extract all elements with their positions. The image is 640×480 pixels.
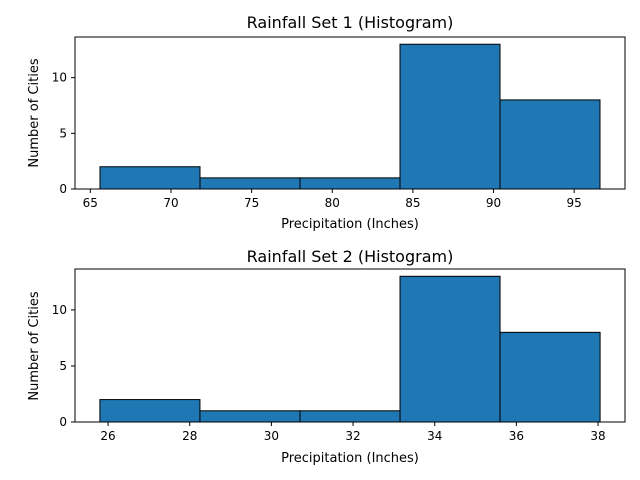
x-axis-ticks: 65 70 75 80 85 90 95 xyxy=(83,189,582,210)
x-tick-label: 85 xyxy=(405,196,420,210)
rainfall-set-1-panel: Rainfall Set 1 (Histogram) 65 70 75 80 85 90 9… xyxy=(27,13,626,232)
histogram-bar-5 xyxy=(499,99,601,190)
x-tick-label: 34 xyxy=(427,429,442,443)
histogram-bar-2 xyxy=(199,177,301,190)
x-tick-label: 95 xyxy=(567,196,582,210)
histogram-bars xyxy=(99,43,601,190)
x-tick-label: 28 xyxy=(182,429,197,443)
x-tick-label: 75 xyxy=(244,196,259,210)
y-axis-label: Number of Cities xyxy=(27,291,42,400)
plot-area-frame xyxy=(74,268,626,423)
x-tick-label: 30 xyxy=(264,429,279,443)
histogram-bar-3 xyxy=(299,410,401,423)
x-axis-ticks: 26 28 30 32 34 36 38 xyxy=(100,422,606,443)
chart-title: Rainfall Set 2 (Histogram) xyxy=(247,247,454,266)
histogram-bar-5 xyxy=(499,331,601,423)
x-tick-label: 70 xyxy=(163,196,178,210)
x-tick-label: 90 xyxy=(486,196,501,210)
y-tick-label: 10 xyxy=(52,303,67,317)
x-axis-label: Precipitation (Inches) xyxy=(281,217,419,232)
y-tick-label: 5 xyxy=(59,126,67,140)
y-tick-label: 5 xyxy=(59,359,67,373)
y-tick-label: 0 xyxy=(59,182,67,196)
y-axis-ticks: 0 5 10 xyxy=(52,71,75,196)
histogram-bar-1 xyxy=(99,399,201,423)
x-tick-label: 80 xyxy=(325,196,340,210)
x-axis-label: Precipitation (Inches) xyxy=(281,451,419,466)
x-tick-label: 32 xyxy=(345,429,360,443)
histogram-bar-4 xyxy=(399,275,501,423)
histogram-bar-4 xyxy=(399,43,501,190)
x-tick-label: 36 xyxy=(509,429,524,443)
histogram-bar-3 xyxy=(299,177,401,190)
y-tick-label: 10 xyxy=(52,71,67,85)
histogram-bars xyxy=(99,275,601,423)
plot-area-frame xyxy=(74,36,626,190)
x-tick-label: 38 xyxy=(590,429,605,443)
y-tick-label: 0 xyxy=(59,415,67,429)
chart-title: Rainfall Set 1 (Histogram) xyxy=(247,13,454,32)
y-axis-label: Number of Cities xyxy=(27,58,42,167)
x-tick-label: 26 xyxy=(100,429,115,443)
x-tick-label: 65 xyxy=(83,196,98,210)
y-axis-ticks: 0 5 10 xyxy=(52,303,75,429)
histogram-bar-1 xyxy=(99,166,201,190)
histogram-bar-2 xyxy=(199,410,301,423)
rainfall-set-2-panel: Rainfall Set 2 (Histogram) 26 28 30 32 34 36 3… xyxy=(27,247,626,466)
